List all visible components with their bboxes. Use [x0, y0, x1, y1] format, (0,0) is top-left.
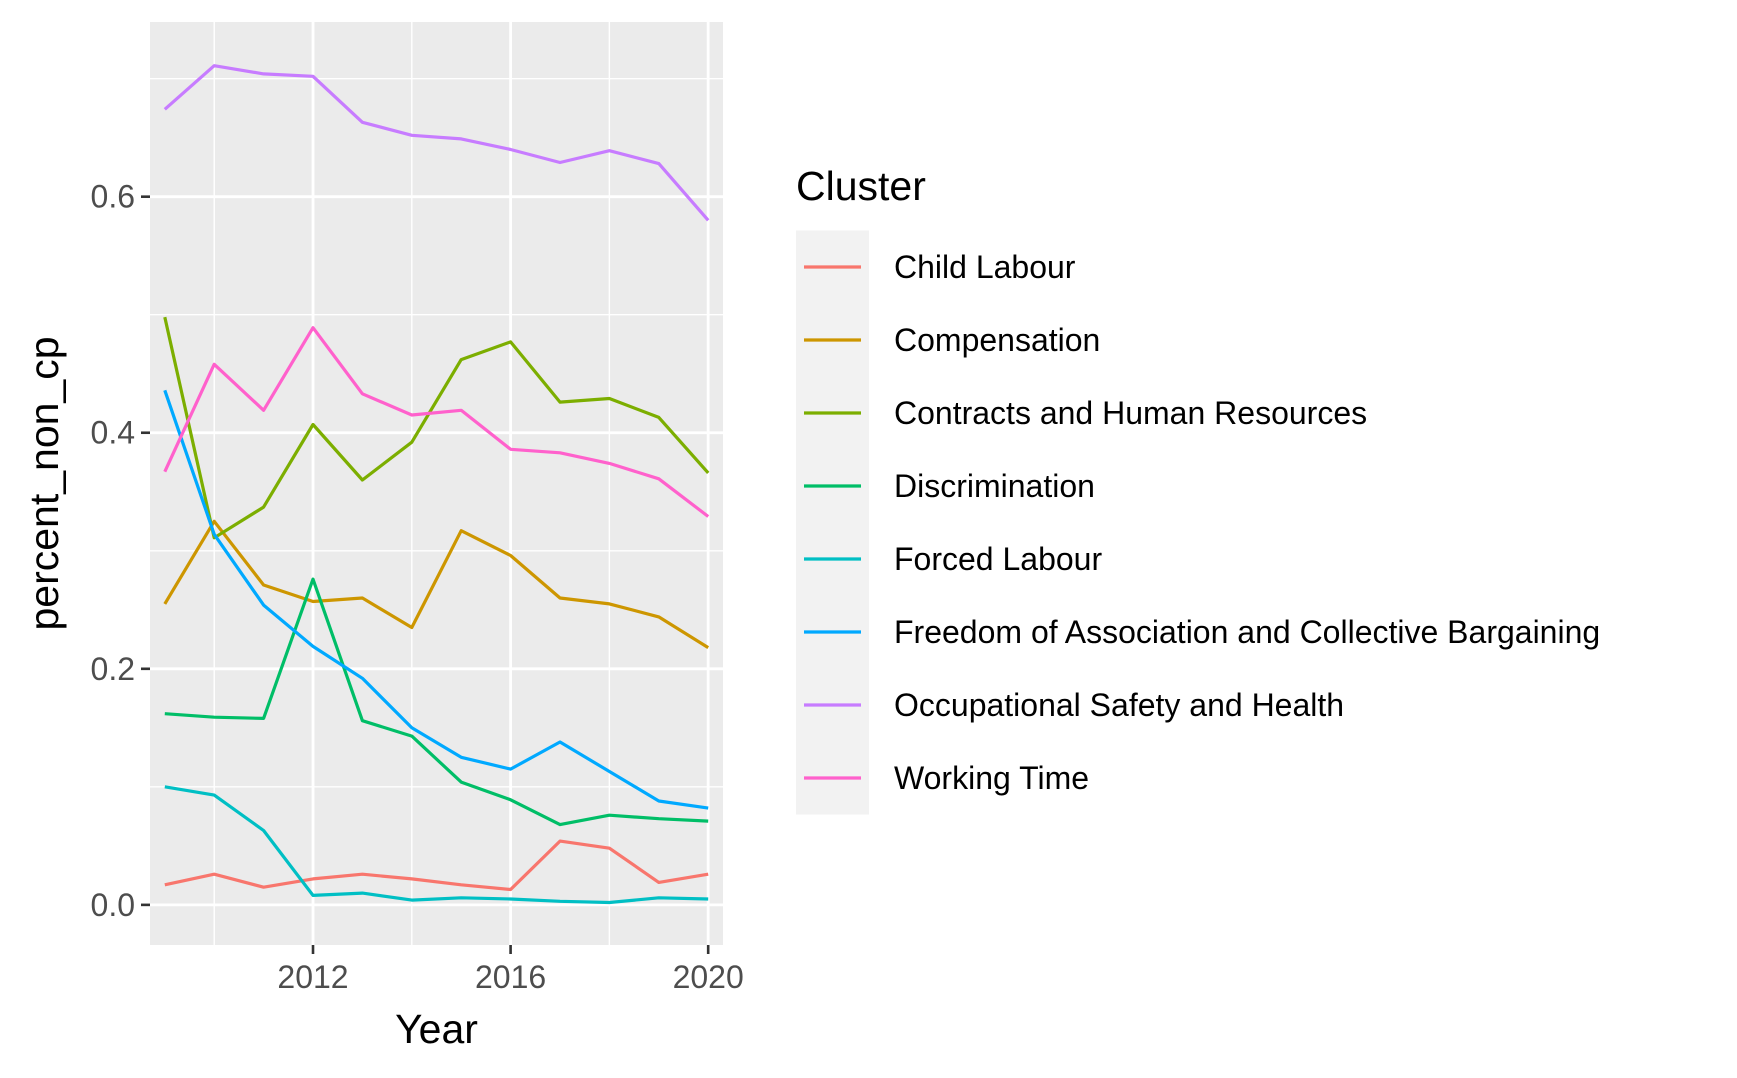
series-line-compensation — [163, 519, 710, 649]
legend-item-label: Working Time — [894, 760, 1089, 796]
legend-item: Discrimination — [804, 468, 1095, 504]
y-tick-label: 0.6 — [91, 179, 135, 215]
legend: Cluster Child Labour Compensation Contract… — [796, 163, 1600, 815]
x-tick-label: 2012 — [277, 959, 348, 995]
legend-items: Child Labour Compensation Contracts and Hu… — [804, 249, 1600, 796]
legend-item-label: Child Labour — [894, 249, 1076, 285]
y-tick-label: 0.2 — [91, 651, 135, 687]
x-tick-label: 2020 — [673, 959, 744, 995]
minor-grid — [150, 22, 723, 945]
plot-panel — [150, 22, 723, 945]
legend-item: Occupational Safety and Health — [804, 687, 1344, 723]
series-line-contracts-and-human-resources — [163, 316, 710, 540]
legend-item-label: Freedom of Association and Collective Ba… — [894, 614, 1600, 650]
axes: 0.0 0.2 0.4 0.6 2012 2016 2020 — [91, 179, 744, 995]
legend-item-label: Contracts and Human Resources — [894, 395, 1367, 431]
series-line-working-time — [163, 326, 710, 518]
legend-item-label: Occupational Safety and Health — [894, 687, 1344, 723]
x-axis-title: Year — [395, 1006, 478, 1052]
legend-item: Freedom of Association and Collective Ba… — [804, 614, 1600, 650]
legend-item: Forced Labour — [804, 541, 1102, 577]
series-line-child-labour — [164, 839, 709, 892]
legend-item: Child Labour — [804, 249, 1076, 285]
legend-key-background — [796, 230, 869, 815]
legend-item-label: Forced Labour — [894, 541, 1102, 577]
series-line-discrimination — [164, 577, 709, 827]
x-tick-label: 2016 — [475, 959, 546, 995]
series-line-forced-labour — [164, 785, 709, 905]
major-grid — [150, 22, 723, 945]
legend-item: Contracts and Human Resources — [804, 395, 1367, 431]
series-line-occupational-safety-and-health — [163, 64, 710, 222]
series-line-freedom-of-association-and-collective-bargaining — [163, 389, 709, 810]
legend-item-label: Compensation — [894, 322, 1100, 358]
legend-item-label: Discrimination — [894, 468, 1095, 504]
y-axis-title: percent_non_cp — [21, 336, 67, 630]
legend-item: Working Time — [804, 760, 1089, 796]
legend-item: Compensation — [804, 322, 1100, 358]
y-tick-label: 0.4 — [91, 415, 135, 451]
legend-title: Cluster — [796, 163, 926, 209]
series-lines — [163, 64, 710, 905]
y-tick-label: 0.0 — [91, 887, 135, 923]
